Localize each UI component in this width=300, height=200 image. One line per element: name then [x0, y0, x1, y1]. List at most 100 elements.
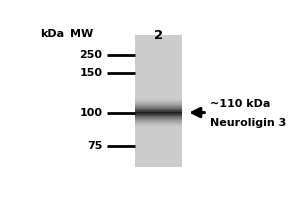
Bar [135, 68, 182, 69]
Bar [135, 137, 182, 138]
Bar [135, 66, 182, 67]
Bar [135, 78, 182, 79]
Bar [135, 158, 182, 159]
Bar [135, 55, 182, 56]
Bar [135, 162, 182, 163]
Bar [135, 65, 182, 66]
Bar [135, 97, 182, 98]
Text: ~110 kDa: ~110 kDa [210, 99, 270, 109]
Bar [135, 149, 182, 150]
Text: 100: 100 [80, 108, 103, 118]
Bar [135, 164, 182, 165]
Bar [135, 126, 182, 127]
Bar [135, 82, 182, 83]
Bar [135, 139, 182, 140]
Bar [135, 36, 182, 37]
Bar [135, 91, 182, 92]
Bar [135, 44, 182, 45]
Bar [135, 109, 182, 110]
Bar [135, 95, 182, 96]
Bar [135, 142, 182, 143]
Bar [135, 40, 182, 41]
Bar [135, 74, 182, 75]
Bar [135, 54, 182, 55]
Bar [135, 69, 182, 70]
Bar [135, 138, 182, 139]
Bar [135, 38, 182, 39]
Text: kDa: kDa [40, 29, 64, 39]
Bar [135, 77, 182, 78]
Bar [135, 52, 182, 53]
Bar [135, 113, 182, 114]
Bar [135, 64, 182, 65]
Bar [135, 117, 182, 118]
Bar [135, 53, 182, 54]
Bar [135, 148, 182, 149]
Bar [135, 45, 182, 46]
Bar [135, 39, 182, 40]
Bar [135, 62, 182, 63]
Bar [135, 60, 182, 61]
Bar [135, 80, 182, 81]
Bar [135, 108, 182, 109]
Bar [135, 61, 182, 62]
Text: 250: 250 [80, 50, 103, 60]
Bar [135, 59, 182, 60]
Bar [135, 110, 182, 111]
Bar [135, 102, 182, 103]
Bar [135, 143, 182, 144]
Bar [135, 160, 182, 161]
Bar [135, 99, 182, 100]
Bar [135, 155, 182, 156]
Bar [135, 43, 182, 44]
Bar [135, 58, 182, 59]
Bar [135, 104, 182, 105]
Bar [135, 152, 182, 153]
Bar [135, 134, 182, 135]
Bar [135, 63, 182, 64]
Bar [135, 37, 182, 38]
Bar [135, 161, 182, 162]
Bar [135, 88, 182, 89]
Bar [135, 163, 182, 164]
Bar [135, 140, 182, 141]
Bar [135, 114, 182, 115]
Bar [135, 50, 182, 51]
Bar [135, 150, 182, 151]
Bar [135, 147, 182, 148]
Bar [135, 146, 182, 147]
Bar [135, 70, 182, 71]
Bar [135, 94, 182, 95]
Bar [135, 105, 182, 106]
Bar [135, 157, 182, 158]
Bar [135, 56, 182, 57]
Text: MW: MW [70, 29, 93, 39]
Bar [135, 51, 182, 52]
Bar [135, 92, 182, 93]
Bar [135, 165, 182, 166]
Bar [135, 166, 182, 167]
Bar [135, 83, 182, 84]
Bar [135, 131, 182, 132]
Bar [135, 46, 182, 47]
Bar [135, 106, 182, 107]
Bar [135, 130, 182, 131]
Bar [135, 112, 182, 113]
Bar [135, 81, 182, 82]
Bar [135, 144, 182, 145]
Bar [135, 100, 182, 101]
Bar [135, 79, 182, 80]
Bar [135, 125, 182, 126]
Bar [135, 47, 182, 48]
Bar [135, 72, 182, 73]
Text: 2: 2 [154, 29, 163, 42]
Bar [135, 121, 182, 122]
Bar [135, 133, 182, 134]
Bar [135, 111, 182, 112]
Bar [135, 67, 182, 68]
Bar [135, 89, 182, 90]
Bar [135, 103, 182, 104]
Bar [135, 49, 182, 50]
Bar [135, 129, 182, 130]
Bar [135, 135, 182, 136]
